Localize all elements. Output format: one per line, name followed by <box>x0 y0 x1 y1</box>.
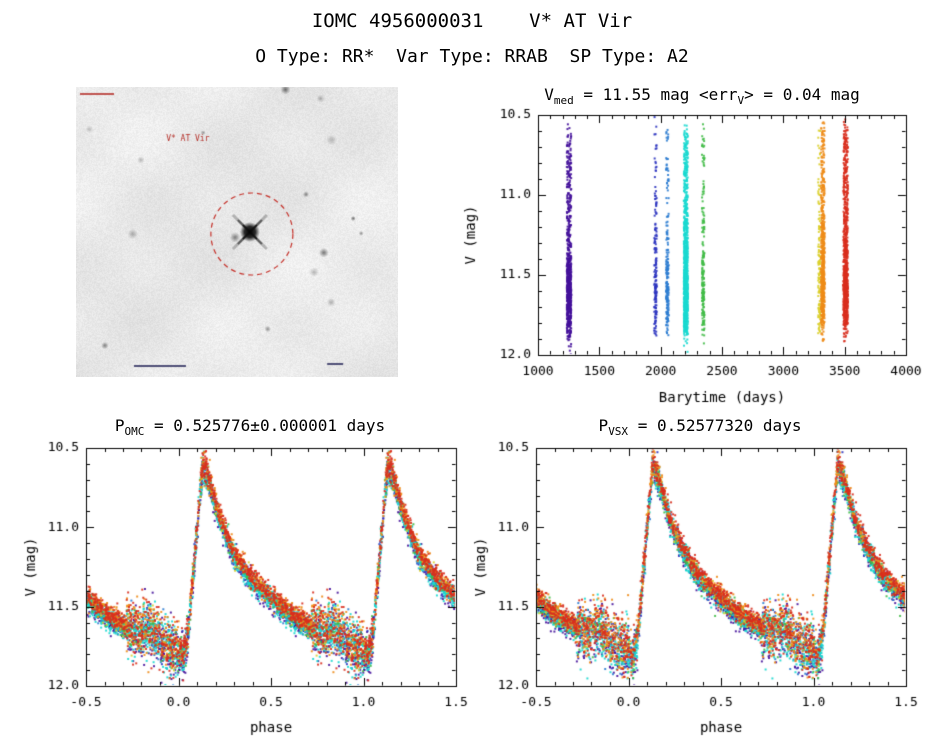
omc-phase-plot-canvas <box>20 436 480 742</box>
barytime-plot-title: Vmed = 11.55 mag <errV> = 0.04 mag <box>460 85 944 107</box>
page-subtitle: O Type: RR* Var Type: RRAB SP Type: A2 <box>255 46 689 67</box>
page-title: IOMC 4956000031 V* AT Vir <box>311 10 633 32</box>
pvsx-subscript: VSX <box>608 425 629 439</box>
vmed-subscript: med <box>553 94 574 108</box>
errv-value: > = 0.04 mag <box>744 85 860 104</box>
vmed-value: = 11.55 mag <err <box>573 85 738 104</box>
pomc-value: = 0.525776±0.000001 days <box>144 416 386 435</box>
vsx-phase-plot-canvas <box>470 436 930 742</box>
vmed-label: V <box>544 85 554 104</box>
omc-period-plot-title: POMC = 0.525776±0.000001 days <box>20 416 480 438</box>
pvsx-value: = 0.52577320 days <box>628 416 802 435</box>
barytime-plot-canvas <box>460 104 944 412</box>
pvsx-label: P <box>598 416 609 435</box>
errv-subscript: V <box>737 94 745 108</box>
vsx-period-plot-title: PVSX = 0.52577320 days <box>470 416 930 438</box>
pomc-subscript: OMC <box>124 425 145 439</box>
pomc-label: P <box>114 416 125 435</box>
finding-chart-image <box>76 87 398 377</box>
